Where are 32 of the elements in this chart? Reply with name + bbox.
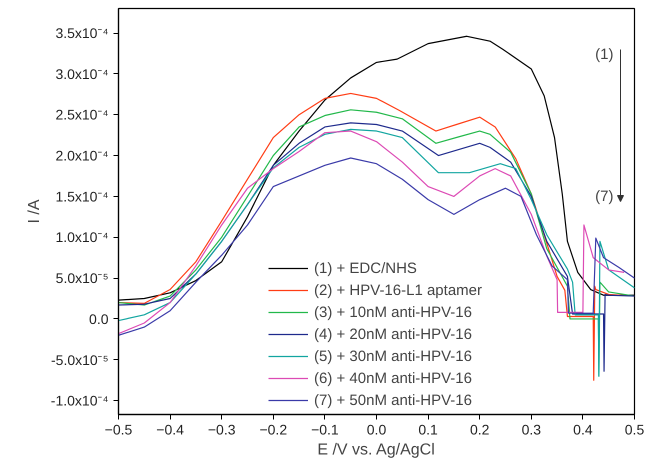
y-tick-label: -1.0x10⁻⁴ (50, 392, 109, 409)
legend-label: (5) + 30nM anti-HPV-16 (314, 348, 472, 364)
x-tick-label: 0.0 (366, 422, 386, 438)
y-tick-label: 3.0x10⁻⁴ (55, 66, 109, 82)
y-axis-title: I /A (26, 199, 43, 224)
x-tick-label: 0.3 (522, 422, 542, 438)
y-tick-label: 0.0 (89, 310, 109, 327)
legend-label: (1) + EDC/NHS (314, 260, 417, 276)
y-tick-label: 3.5x10⁻⁴ (55, 25, 109, 42)
x-tick-label: −0.2 (259, 422, 288, 438)
legend-label: (6) + 40nM anti-HPV-16 (314, 370, 472, 386)
y-tick-label: 1.0x10⁻⁴ (55, 229, 109, 246)
x-tick-label: −0.4 (156, 422, 184, 438)
y-tick-label: 5.0x10⁻⁵ (56, 270, 109, 286)
x-tick-label: −0.5 (104, 422, 133, 438)
x-tick-label: 0.4 (573, 422, 593, 438)
y-tick-label: 2.0x10⁻⁴ (55, 148, 109, 164)
x-tick-label: 0.2 (470, 422, 490, 438)
y-tick-label: -5.0x10⁻⁵ (51, 352, 108, 368)
annotation: (7) (595, 188, 614, 205)
legend-label: (2) + HPV-16-L1 aptamer (314, 282, 482, 298)
legend-label: (4) + 20nM anti-HPV-16 (314, 326, 472, 342)
legend-label: (7) + 50nM anti-HPV-16 (314, 392, 472, 408)
x-tick-label: −0.3 (208, 422, 236, 438)
x-axis-title: E /V vs. Ag/AgCl (317, 442, 435, 458)
x-tick-label: 0.5 (624, 422, 644, 438)
y-tick-label: 2.5x10⁻⁴ (55, 106, 109, 123)
x-tick-label: −0.1 (311, 422, 339, 438)
legend-label: (3) + 10nM anti-HPV-16 (314, 304, 472, 320)
x-tick-label: 0.1 (418, 422, 438, 438)
annotation: (1) (595, 46, 614, 63)
y-tick-label: 1.5x10⁻⁴ (55, 188, 109, 204)
